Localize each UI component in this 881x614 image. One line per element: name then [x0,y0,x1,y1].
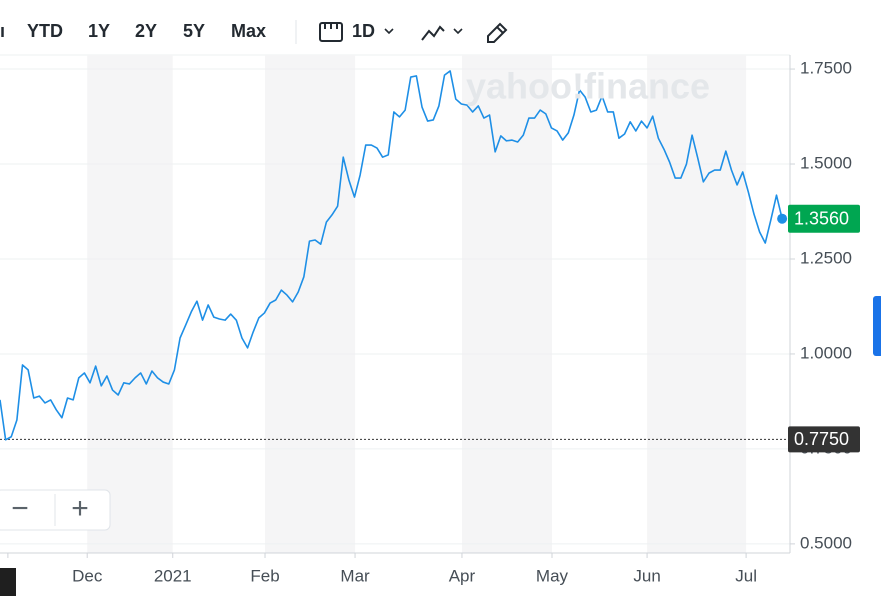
chevron[interactable] [384,28,394,35]
range-button[interactable]: Max [231,21,266,41]
cut-range: ı [0,21,5,41]
price-line [0,70,783,441]
range-button[interactable]: 5Y [183,21,205,41]
chart-type-icon[interactable] [421,25,445,41]
chevron[interactable] [453,28,463,35]
side-tab[interactable] [873,296,881,356]
x-tick-label: May [536,566,569,585]
month-band [647,55,747,553]
y-tick-label: 1.0000 [800,343,852,362]
y-tick-label: 1.5000 [800,154,852,173]
x-tick-label: Dec [72,566,103,585]
y-tick-label: 1.2500 [800,248,852,267]
reference-label-box [788,426,860,453]
month-band [87,55,173,553]
watermark: yahoo!finance [466,66,710,107]
month-band [461,55,552,553]
last-price-label: 1.3560 [794,208,849,228]
month-band [265,55,356,553]
bands [87,55,747,553]
last-price-box [788,204,860,233]
x-tick-label: Mar [340,566,370,585]
y-tick-label: 1.7500 [800,59,852,78]
tooltip-edge [0,568,16,596]
x-tick-label: Jul [735,566,757,585]
zoom-out[interactable]: − [11,492,29,525]
zoom-controls: − + [0,489,111,531]
interval-button[interactable]: 1D [352,21,375,41]
zoom-in[interactable]: + [71,492,89,525]
draw-icon[interactable] [487,22,508,43]
x-tick-label: Feb [250,566,279,585]
x-tick-label: 2021 [154,566,192,585]
x-tick-label: Apr [449,566,476,585]
interval-icon[interactable] [319,22,343,42]
plot: 0.50000.75001.00001.25001.50001.7500yDec… [0,55,860,585]
x-tick-label: Jun [633,566,660,585]
range-button[interactable]: YTD [27,21,63,41]
y-tick-label: 0.5000 [800,533,852,552]
range-button[interactable]: 1Y [88,21,110,41]
toolbar: ı YTD 1Y 2Y 5Y Max 1D [0,20,508,44]
range-button[interactable]: 2Y [135,21,157,41]
last-point [777,213,788,224]
reference-label: 0.7750 [794,429,849,449]
